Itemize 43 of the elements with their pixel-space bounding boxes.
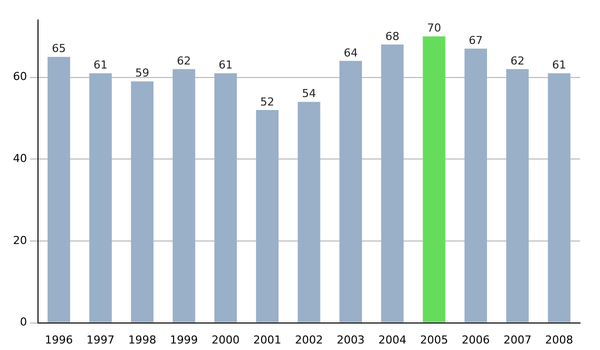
x-tick-label: 1996 [44,333,73,346]
data-label: 64 [344,46,358,60]
x-tick-label: 2006 [462,333,490,346]
bar [464,48,488,322]
bar [548,73,570,322]
bar [214,73,237,322]
bar [172,69,196,322]
bar [48,56,70,322]
data-label: 52 [260,95,274,108]
x-tick-label: 2008 [545,333,574,346]
bar [381,44,404,322]
x-tick-label: 1998 [128,333,156,346]
data-label: 68 [385,30,400,43]
x-tick-label: 1997 [86,333,115,346]
bar [339,60,362,322]
x-tick-label: 1999 [170,333,198,346]
data-label: 59 [135,66,150,80]
data-label: 61 [94,58,108,72]
data-label: 61 [218,58,233,72]
x-tick-label: 2003 [336,333,365,346]
y-tick-label: 0 [20,316,27,329]
data-label: 62 [510,54,524,68]
data-label: 54 [302,87,316,100]
y-tick-label: 60 [12,70,27,84]
x-tick-label: 2000 [212,333,240,346]
bar [256,110,279,322]
bar [298,102,320,322]
data-label: 70 [427,22,442,35]
x-tick-label: 2005 [420,333,448,346]
data-label: 67 [468,34,483,48]
bar [422,36,446,322]
x-tick-label: 2007 [503,333,532,346]
bar [130,81,154,322]
x-tick-label: 2001 [253,333,282,346]
y-tick-label: 20 [12,234,27,247]
bar [89,73,112,322]
x-tick-label: 2004 [378,333,406,346]
data-label: 61 [552,58,566,72]
x-tick-label: 2002 [295,333,323,346]
bar [506,69,529,322]
y-tick-label: 40 [12,152,27,165]
data-label: 65 [52,42,66,56]
data-label: 62 [176,54,191,68]
